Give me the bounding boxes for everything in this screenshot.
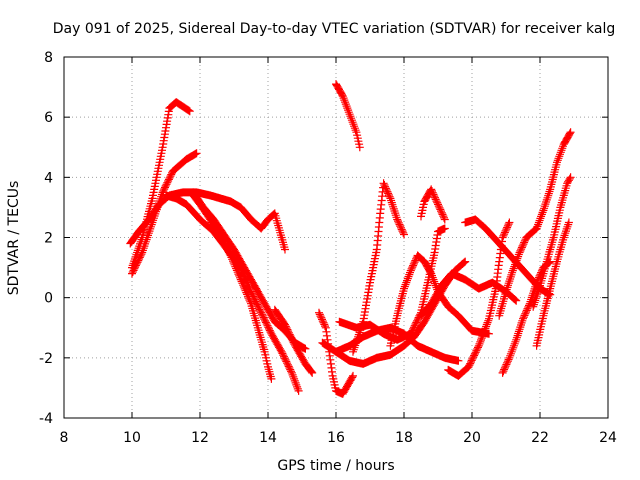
x-tick-label: 12 bbox=[191, 430, 209, 446]
x-tick-label: 22 bbox=[531, 430, 549, 446]
x-tick-label: 10 bbox=[123, 430, 141, 446]
series-markers bbox=[126, 188, 289, 254]
series-markers bbox=[495, 128, 575, 320]
axis-ticks bbox=[63, 56, 609, 419]
series-arc-11 bbox=[332, 80, 364, 152]
series-markers bbox=[417, 185, 449, 224]
chart-title: Day 091 of 2025, Sidereal Day-to-day VTE… bbox=[53, 21, 615, 37]
x-tick-label: 20 bbox=[463, 430, 481, 446]
series-arc-08 bbox=[315, 308, 357, 398]
x-tick-label: 14 bbox=[259, 430, 277, 446]
series-arc-20 bbox=[495, 128, 575, 320]
x-tick-label: 24 bbox=[599, 430, 617, 446]
y-tick-label: -4 bbox=[39, 411, 53, 427]
series-arc-07 bbox=[270, 305, 317, 377]
series-markers bbox=[529, 173, 575, 311]
x-axis-label: GPS time / hours bbox=[277, 458, 394, 474]
series-markers bbox=[532, 218, 573, 350]
y-tick-label: -2 bbox=[39, 351, 53, 367]
series-markers bbox=[315, 308, 357, 398]
series-markers bbox=[444, 218, 514, 380]
y-axis-label: SDTVAR / TECUs bbox=[6, 181, 22, 296]
y-tick-labels: -4 -2 0 2 4 6 8 bbox=[39, 50, 53, 427]
series-markers bbox=[270, 305, 317, 377]
y-tick-label: 6 bbox=[44, 110, 53, 126]
series-arc-22 bbox=[532, 218, 573, 350]
series-arc-06 bbox=[189, 191, 276, 383]
x-tick-label: 8 bbox=[60, 430, 69, 446]
series-markers bbox=[349, 179, 408, 356]
x-tick-labels: 8 10 12 14 16 18 20 22 24 bbox=[60, 430, 617, 446]
y-tick-label: 8 bbox=[44, 50, 53, 66]
data-points bbox=[126, 80, 575, 398]
x-tick-label: 16 bbox=[327, 430, 345, 446]
x-tick-label: 18 bbox=[395, 430, 413, 446]
series-arc-15 bbox=[417, 185, 449, 224]
y-tick-label: 2 bbox=[44, 231, 53, 247]
y-tick-label: 0 bbox=[44, 291, 53, 307]
series-arc-03 bbox=[126, 188, 289, 254]
y-tick-label: 4 bbox=[44, 170, 53, 186]
series-markers bbox=[189, 191, 276, 383]
series-arc-17 bbox=[444, 218, 514, 380]
series-arc-13 bbox=[349, 179, 408, 356]
series-arc-21 bbox=[529, 173, 575, 311]
series-markers bbox=[332, 80, 364, 152]
